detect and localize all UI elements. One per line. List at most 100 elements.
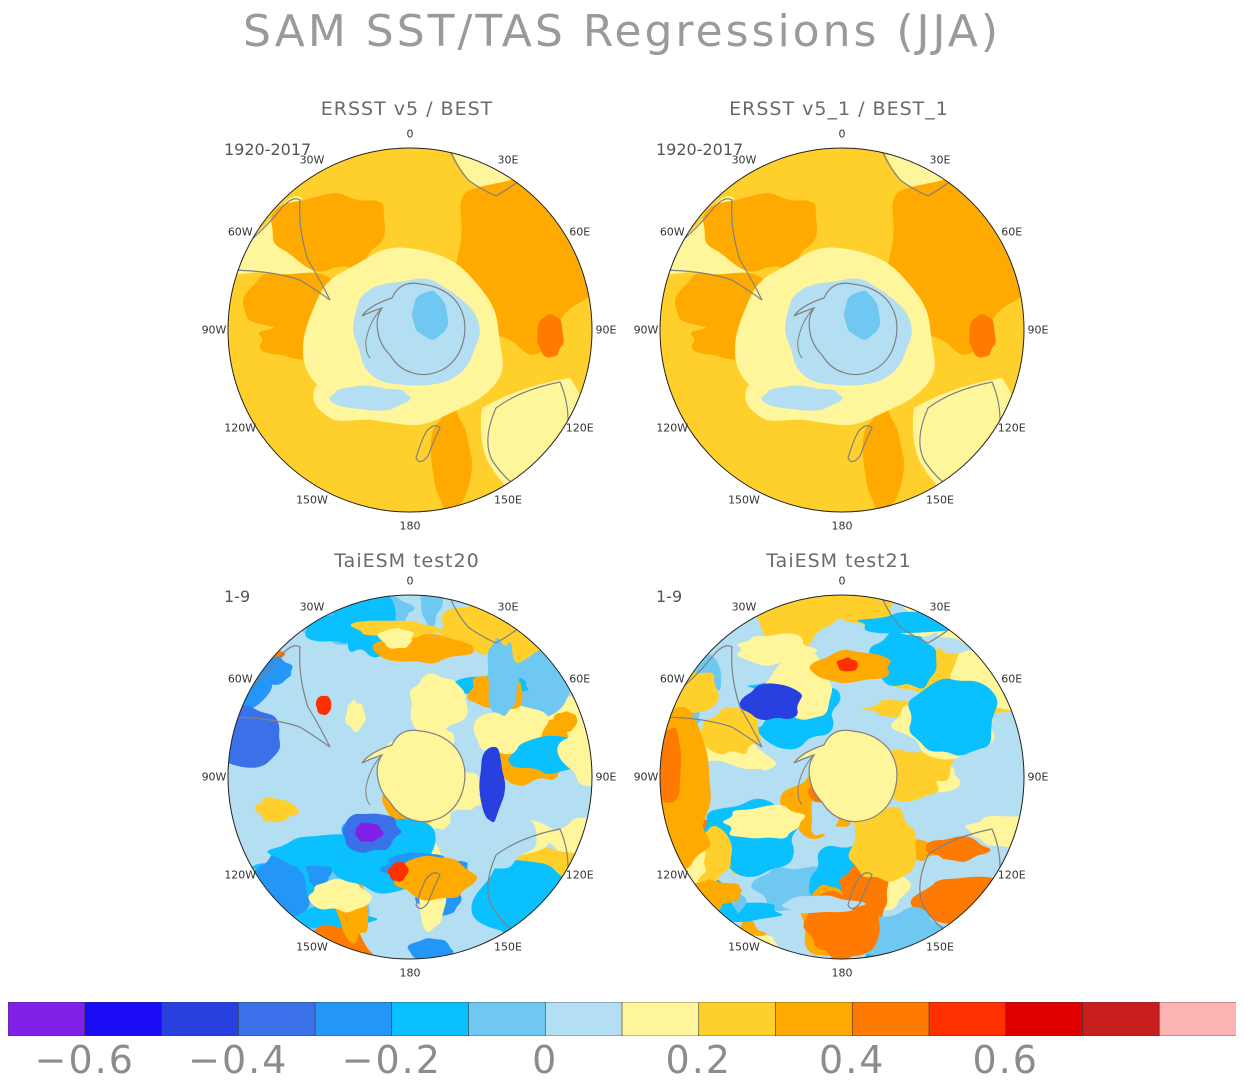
longitude-label: 90E (1027, 323, 1049, 337)
longitude-label: 120E (997, 868, 1026, 882)
longitude-label: 180 (399, 519, 421, 533)
field-patch (228, 595, 258, 625)
field-cool-patch (908, 678, 998, 756)
antarctic-peninsula-coast (797, 307, 815, 359)
antarctic-peninsula-coast (365, 754, 383, 806)
polar-map-1 (227, 147, 593, 513)
colorbar-swatch (161, 1002, 240, 1036)
field-patch (345, 699, 366, 733)
longitude-label: 180 (399, 966, 421, 980)
longitude-label: 0 (838, 574, 846, 588)
colorbar-swatch (1158, 1002, 1236, 1036)
colorbar-swatch (314, 1002, 393, 1036)
longitude-label: 120W (656, 868, 689, 882)
colorbar-swatch (391, 1002, 470, 1036)
field-patch (308, 878, 373, 913)
map-boundary (659, 147, 1025, 513)
field-patch (722, 804, 806, 839)
polar-map-4 (659, 594, 1025, 960)
map-boundary (227, 147, 593, 513)
field-max-core (537, 314, 564, 358)
longitude-label: 120W (224, 421, 257, 435)
field-warm-west-core (660, 727, 682, 803)
field-patch (557, 735, 592, 787)
colorbar-tick-label: −0.2 (341, 1038, 442, 1082)
field-pacific-cool (761, 385, 843, 411)
longitude-label: 90W (201, 323, 227, 337)
field-warm-spot (315, 695, 332, 716)
longitude-label: 90W (201, 770, 227, 784)
longitude-label: 0 (838, 127, 846, 141)
longitude-label: 90W (633, 770, 659, 784)
field-warm-patch (430, 403, 472, 512)
antarctica (793, 729, 898, 823)
field-patch (522, 595, 592, 617)
field-warm-patch (862, 403, 904, 512)
longitude-label: 180 (831, 966, 853, 980)
map-boundary (227, 594, 593, 960)
field-cold-band (479, 746, 506, 823)
longitude-label: 60E (569, 672, 591, 686)
longitude-label: 30W (731, 153, 757, 167)
colorbar-swatch (1005, 1002, 1084, 1036)
longitude-label: 90E (595, 323, 617, 337)
longitude-label: 30W (731, 600, 757, 614)
colorbar-swatch (237, 1002, 316, 1036)
longitude-label: 90W (633, 323, 659, 337)
panel-title-1: ERSST v5 / BEST (320, 98, 494, 120)
longitude-label: 30E (929, 153, 951, 167)
longitude-label: 60W (659, 672, 685, 686)
longitude-label: 150E (926, 493, 954, 507)
longitude-label: 120W (224, 868, 257, 882)
field-patch (848, 806, 917, 882)
field-patch (737, 633, 818, 666)
colorbar-tick-label: −0.4 (188, 1038, 289, 1082)
field-max-core (387, 862, 409, 882)
longitude-label: 30W (299, 153, 325, 167)
field-patch (377, 628, 414, 649)
longitude-label: 150E (494, 940, 522, 954)
field-warm-patch (394, 855, 478, 901)
colorbar-swatch (928, 1002, 1007, 1036)
longitude-label: 30W (299, 600, 325, 614)
longitude-label: 60W (227, 672, 253, 686)
colorbar-swatch (1082, 1002, 1161, 1036)
field-cold-core (739, 683, 802, 721)
longitude-label: 30E (497, 153, 519, 167)
field-patch (433, 801, 537, 873)
longitude-label: 120E (565, 421, 594, 435)
field-max-core (969, 314, 996, 358)
longitude-label: 150E (494, 493, 522, 507)
field-patch (925, 836, 991, 862)
colorbar (8, 1002, 1236, 1036)
colorbar-tick-label: 0.2 (665, 1038, 732, 1082)
colorbar-swatch (468, 1002, 547, 1036)
field-patch (516, 920, 592, 959)
panel-title-4: TaiESM test21 (766, 550, 912, 572)
longitude-label: 150W (296, 940, 328, 954)
field-patch (523, 934, 561, 959)
field-patch (551, 711, 578, 732)
new-zealand-coast (415, 872, 441, 910)
longitude-label: 0 (406, 127, 414, 141)
colorbar-swatch (621, 1002, 700, 1036)
longitude-label: 150W (728, 940, 760, 954)
period-label-4: 1-9 (656, 587, 683, 606)
antarctica (361, 729, 466, 823)
field-pacific-cool (329, 385, 411, 411)
longitude-label: 180 (831, 519, 853, 533)
field-max-core (836, 657, 858, 672)
colorbar-tick-label: 0.6 (972, 1038, 1039, 1082)
field-patch (683, 595, 711, 606)
field-patch (228, 595, 272, 649)
field-antarctic-core (411, 290, 448, 340)
page-title: SAM SST/TAS Regressions (JJA) (242, 6, 1002, 57)
longitude-label: 90E (1027, 770, 1049, 784)
field-patch (782, 895, 866, 914)
new-zealand-coast (847, 425, 873, 463)
period-label-3: 1-9 (224, 587, 251, 606)
field-patch (409, 673, 468, 737)
south-america-coast (228, 198, 331, 301)
longitude-label: 150W (296, 493, 328, 507)
longitude-label: 120E (565, 868, 594, 882)
